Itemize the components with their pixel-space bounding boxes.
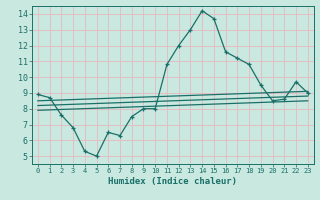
X-axis label: Humidex (Indice chaleur): Humidex (Indice chaleur) bbox=[108, 177, 237, 186]
